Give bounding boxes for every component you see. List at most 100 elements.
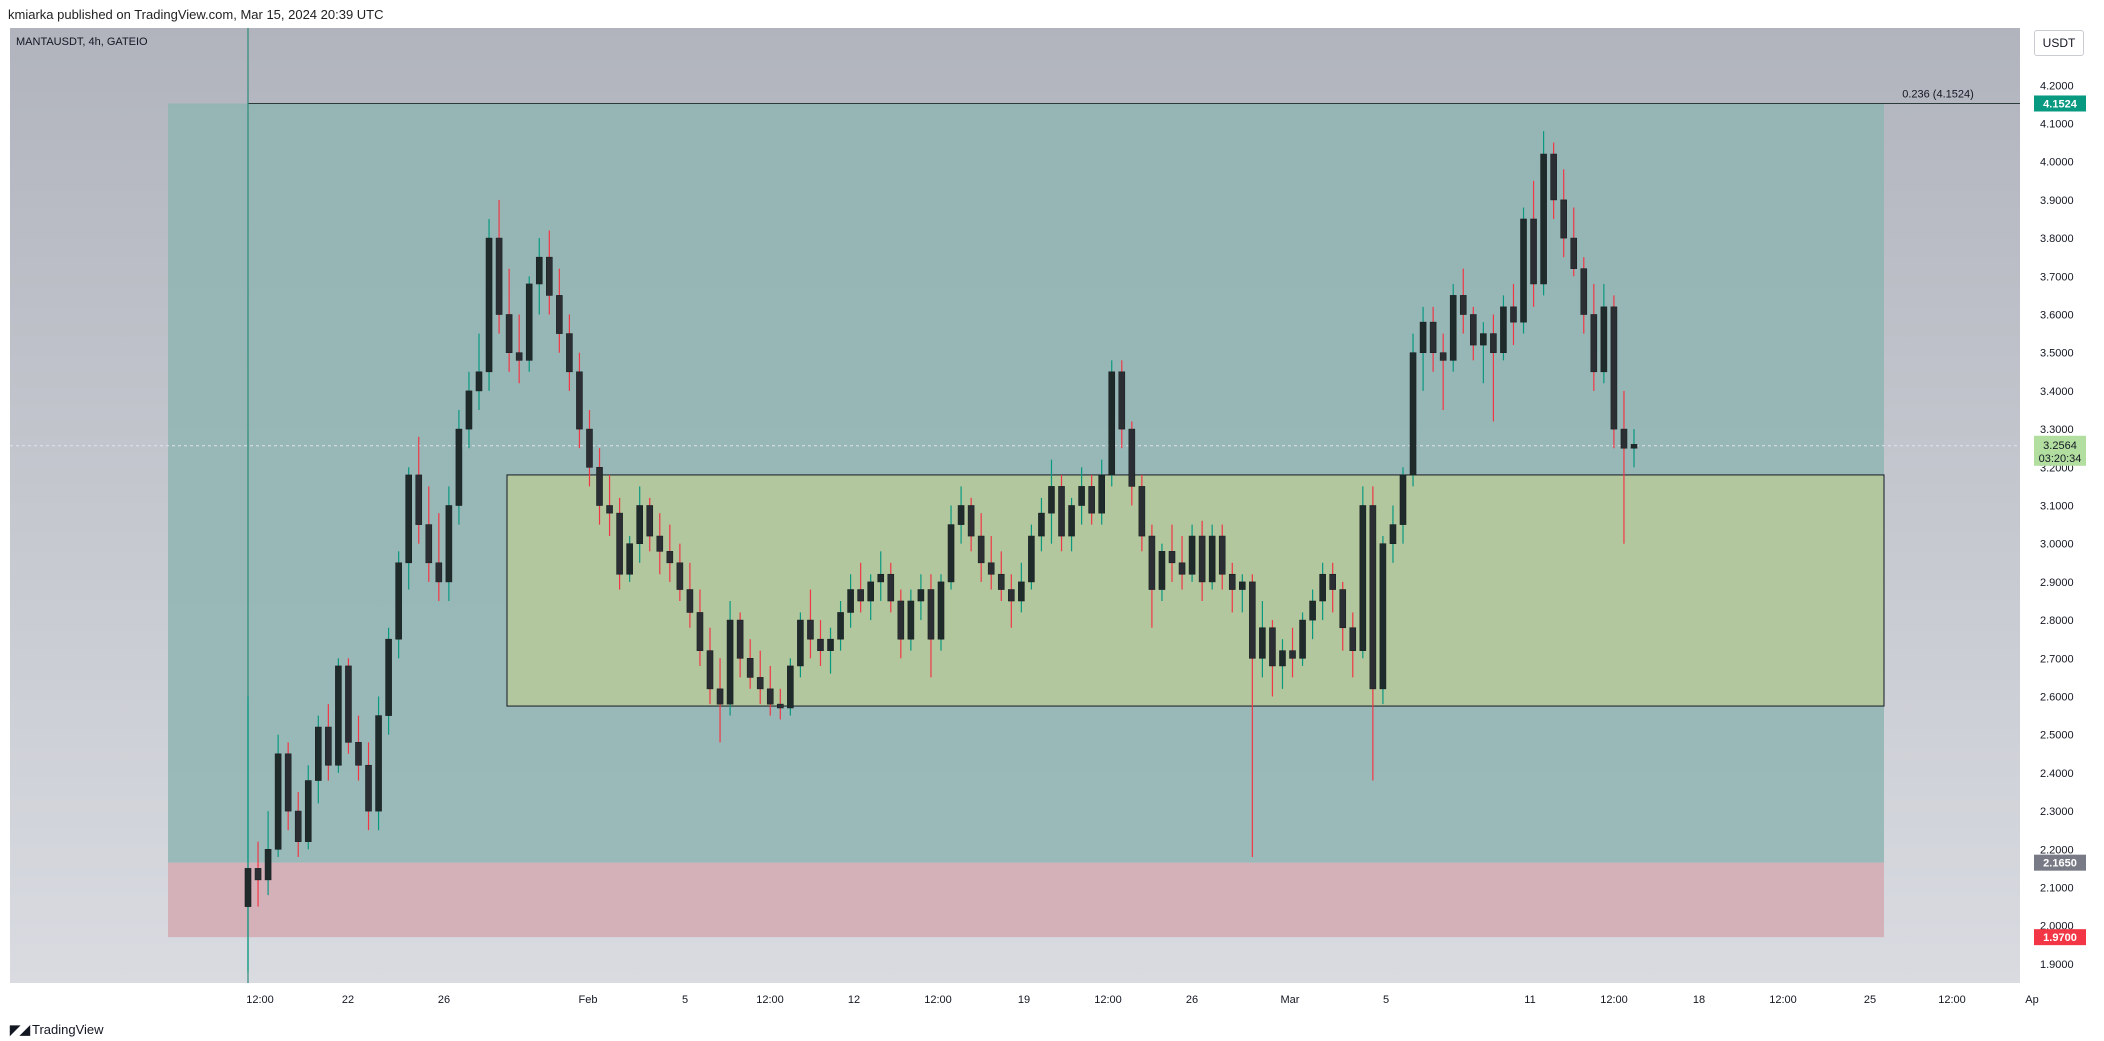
candle-body (807, 619, 814, 640)
time-tick-label: 26 (438, 994, 450, 1006)
candle-body (455, 428, 463, 506)
price-label-box (2034, 95, 2086, 112)
candle-body (475, 371, 483, 392)
candlestick-chart[interactable]: 0.236 (4.1524)1.90002.00002.10002.20002.… (10, 28, 2094, 1013)
candle-body (877, 573, 885, 583)
candle-body (817, 638, 824, 651)
candle-body (1228, 573, 1236, 590)
candle-body (937, 581, 945, 640)
candle-body (1409, 352, 1417, 476)
candle-body (1470, 314, 1477, 346)
candle-body (1600, 306, 1608, 373)
candle-body (907, 600, 915, 640)
current-price-label: 3.2564 (2043, 440, 2077, 452)
time-tick-label: Ap (2025, 994, 2038, 1006)
price-tick-label: 2.8000 (2040, 615, 2074, 627)
candle-body (666, 551, 674, 564)
candle-body (1239, 581, 1246, 590)
candle-body (515, 352, 523, 361)
symbol-label: MANTAUSDT, 4h, GATEIO (16, 36, 148, 48)
candle-body (837, 612, 844, 640)
time-tick-label: 12:00 (1769, 994, 1797, 1006)
candle-body (335, 665, 342, 766)
candle-body (1038, 512, 1045, 537)
candle-body (997, 573, 1005, 590)
candle-body (726, 619, 734, 705)
candle-body (284, 753, 292, 812)
currency-button[interactable]: USDT (2034, 30, 2084, 56)
candle-body (1138, 486, 1146, 537)
candle-body (1459, 295, 1467, 315)
price-tick-label: 2.3000 (2040, 806, 2074, 818)
candle-body (1098, 474, 1105, 514)
candle-body (596, 466, 603, 506)
candle-body (746, 657, 754, 678)
candle-body (967, 505, 975, 537)
footer: ◤◢ TradingView (0, 1015, 2104, 1041)
candle-body (1208, 535, 1216, 583)
candle-body (244, 868, 252, 907)
candle-body (1279, 650, 1286, 667)
candle-body (656, 535, 664, 552)
candle-body (1530, 218, 1537, 285)
candle-body (1018, 581, 1025, 602)
candle-body (1158, 551, 1166, 590)
time-tick-label: 12 (848, 994, 860, 1006)
candle-body (847, 589, 854, 613)
candle-body (606, 505, 613, 514)
candle-body (1379, 543, 1387, 690)
candle-body (626, 543, 633, 575)
candle-body (294, 810, 302, 842)
time-tick-label: 5 (1383, 994, 1389, 1006)
candle-body (787, 665, 794, 709)
candle-body (686, 589, 694, 613)
time-tick-label: 12:00 (924, 994, 952, 1006)
candle-body (525, 283, 533, 361)
candle-body (1580, 268, 1588, 315)
candle-body (1198, 535, 1206, 583)
candle-body (1540, 153, 1547, 285)
candle-body (636, 505, 643, 545)
fib-label: 0.236 (4.1524) (1902, 88, 1974, 100)
candle-body (736, 619, 744, 659)
range-box (506, 474, 1885, 707)
price-tick-label: 3.9000 (2040, 195, 2074, 207)
candle-body (355, 742, 362, 766)
candle-body (696, 612, 704, 651)
candle-body (1570, 237, 1578, 269)
candle-body (1188, 535, 1196, 575)
candle-body (827, 638, 834, 651)
time-tick-label: Feb (579, 994, 598, 1006)
time-tick-label: 12:00 (1938, 994, 1966, 1006)
price-label: 2.1650 (2043, 858, 2077, 870)
candle-body (1449, 295, 1457, 361)
current-price-box (2034, 435, 2086, 466)
time-tick-label: 18 (1693, 994, 1705, 1006)
candle-body (1560, 199, 1567, 239)
footer-brand[interactable]: TradingView (32, 1022, 104, 1037)
price-tick-label: 2.4000 (2040, 768, 2074, 780)
candle-body (1369, 505, 1377, 690)
candle-body (1329, 573, 1336, 590)
candle-body (766, 688, 774, 705)
time-axis-background (10, 983, 2094, 1013)
candle-body (264, 848, 272, 881)
time-tick-label: 12:00 (756, 994, 784, 1006)
candle-body (1520, 218, 1527, 323)
candle-body (375, 715, 382, 812)
candle-body (1028, 535, 1035, 583)
candle-body (1299, 619, 1306, 659)
candle-body (927, 589, 935, 640)
time-tick-label: 12:00 (1094, 994, 1122, 1006)
price-tick-label: 3.7000 (2040, 271, 2074, 283)
candle-body (977, 535, 985, 564)
candle-body (616, 512, 623, 575)
candle-body (1259, 627, 1266, 659)
candle-body (987, 562, 995, 575)
chart-frame[interactable]: 0.236 (4.1524) 1.9000 2.0000 2.1000 2.2000 2.… (10, 28, 2094, 1013)
candle-body (315, 726, 322, 781)
price-tick-label: 2.2000 (2040, 844, 2074, 856)
candle-body (556, 295, 563, 334)
candle-body (415, 474, 423, 525)
price-tick-label: 3.4000 (2040, 386, 2074, 398)
